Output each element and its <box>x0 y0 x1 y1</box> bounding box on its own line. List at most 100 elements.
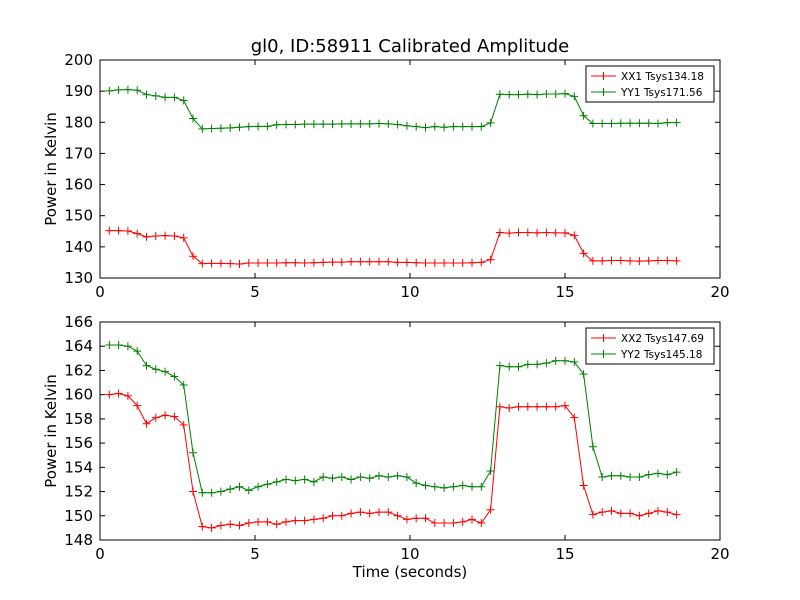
legend-entry: XX1 Tsys134.18 <box>621 71 704 83</box>
data-point <box>114 226 123 235</box>
data-point <box>328 258 337 267</box>
data-point <box>421 514 430 523</box>
data-point <box>375 257 383 266</box>
data-point <box>635 511 644 520</box>
data-point <box>393 471 402 480</box>
data-point <box>161 231 170 240</box>
data-point <box>514 362 523 371</box>
y-tick-label: 160 <box>64 386 93 404</box>
data-point <box>598 119 607 128</box>
y-tick-label: 154 <box>64 458 93 476</box>
data-point <box>263 517 272 526</box>
data-point <box>477 482 486 491</box>
data-point <box>607 506 616 515</box>
data-point <box>635 257 644 266</box>
y-tick-label: 140 <box>64 238 93 256</box>
data-point <box>412 122 421 131</box>
data-point <box>207 124 216 133</box>
data-point <box>226 123 235 132</box>
legend-marker <box>599 334 608 342</box>
data-point <box>588 442 597 451</box>
data-point <box>272 520 281 529</box>
data-point <box>579 370 588 379</box>
data-point <box>300 516 309 525</box>
data-point <box>644 256 653 265</box>
data-point <box>151 413 160 422</box>
data-point <box>337 119 346 128</box>
data-point <box>170 231 179 240</box>
data-point <box>207 488 216 497</box>
data-point <box>644 119 653 128</box>
y-axis-label: Power in Kelvin <box>42 374 60 488</box>
data-point <box>151 365 160 374</box>
data-point <box>254 259 263 268</box>
data-point <box>244 259 253 268</box>
data-point <box>216 487 225 496</box>
data-point <box>291 516 300 525</box>
data-point <box>189 114 197 123</box>
data-point <box>272 477 281 486</box>
data-point <box>114 341 123 350</box>
data-point <box>300 259 309 268</box>
data-point <box>179 420 188 429</box>
data-point <box>468 258 476 267</box>
data-point <box>579 481 588 490</box>
legend-entry: YY1 Tsys171.56 <box>620 87 703 99</box>
data-point <box>179 380 188 389</box>
data-point <box>616 471 625 480</box>
data-point <box>347 475 356 484</box>
data-point <box>254 122 263 131</box>
data-point <box>347 257 356 266</box>
data-point <box>663 508 672 517</box>
data-point <box>375 508 383 517</box>
data-point <box>505 362 514 371</box>
x-tick-label: 15 <box>555 545 574 563</box>
x-tick-label: 15 <box>555 283 574 301</box>
data-point <box>300 120 309 129</box>
data-point <box>235 482 244 491</box>
data-point <box>282 475 290 484</box>
data-point <box>616 256 625 265</box>
data-point <box>607 471 616 480</box>
data-point <box>198 259 207 268</box>
data-point <box>523 402 532 411</box>
data-point <box>114 85 123 94</box>
data-point <box>319 473 328 482</box>
legend-marker <box>599 350 608 358</box>
data-point <box>282 120 290 129</box>
data-point <box>672 468 681 477</box>
data-point <box>523 228 532 237</box>
data-point <box>207 523 216 532</box>
data-point <box>514 228 523 237</box>
data-point <box>412 514 421 523</box>
data-point <box>672 256 681 265</box>
data-point <box>328 474 337 483</box>
data-point <box>654 506 662 515</box>
legend-entry: XX2 Tsys147.69 <box>621 333 704 345</box>
data-point <box>337 473 346 482</box>
x-tick-label: 10 <box>400 283 419 301</box>
data-point <box>449 482 458 491</box>
data-point <box>514 402 523 411</box>
data-point <box>495 361 504 370</box>
data-point <box>142 419 151 428</box>
data-point <box>393 511 402 520</box>
data-point <box>170 372 179 381</box>
data-point <box>384 119 393 128</box>
data-point <box>291 258 300 267</box>
y-tick-label: 150 <box>64 207 93 225</box>
data-point <box>551 228 560 237</box>
data-point <box>198 488 207 497</box>
data-point <box>105 390 114 399</box>
data-point <box>458 259 467 268</box>
data-point <box>449 122 458 131</box>
data-point <box>179 233 188 242</box>
data-point <box>495 228 504 237</box>
data-point <box>235 123 244 132</box>
data-point <box>384 473 393 482</box>
data-point <box>282 517 290 526</box>
data-point <box>570 231 579 240</box>
data-point <box>458 481 467 490</box>
data-point <box>244 122 253 131</box>
data-point <box>570 413 579 422</box>
